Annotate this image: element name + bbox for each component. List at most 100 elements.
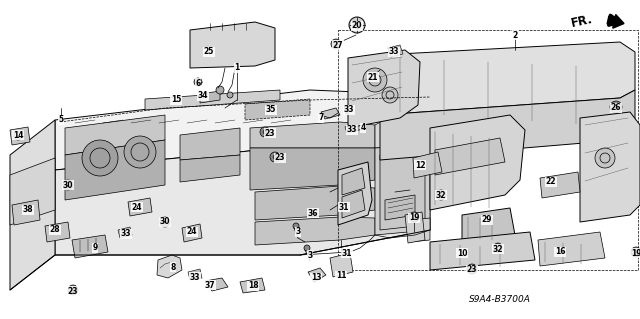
- Polygon shape: [55, 145, 430, 255]
- Circle shape: [68, 285, 78, 295]
- Circle shape: [494, 244, 502, 252]
- Polygon shape: [380, 42, 635, 115]
- Circle shape: [160, 217, 170, 227]
- Text: 13: 13: [311, 273, 321, 283]
- Polygon shape: [245, 99, 310, 120]
- Circle shape: [71, 288, 75, 292]
- Text: 21: 21: [368, 72, 378, 81]
- Text: 27: 27: [333, 41, 343, 49]
- Circle shape: [331, 39, 341, 49]
- Polygon shape: [342, 168, 365, 195]
- Polygon shape: [430, 115, 525, 210]
- Polygon shape: [180, 128, 240, 160]
- Circle shape: [334, 42, 338, 46]
- Circle shape: [216, 86, 224, 94]
- Polygon shape: [580, 112, 640, 222]
- Circle shape: [634, 250, 638, 254]
- Polygon shape: [72, 235, 108, 258]
- Polygon shape: [55, 90, 430, 170]
- Text: 19: 19: [631, 249, 640, 257]
- Text: 6: 6: [195, 78, 200, 87]
- Circle shape: [260, 127, 270, 137]
- Polygon shape: [12, 200, 40, 225]
- Text: 16: 16: [555, 248, 565, 256]
- Text: 30: 30: [160, 218, 170, 226]
- Circle shape: [595, 148, 615, 168]
- Circle shape: [497, 246, 499, 249]
- Text: 33: 33: [347, 125, 357, 135]
- Circle shape: [470, 267, 474, 271]
- Polygon shape: [240, 278, 265, 293]
- Text: 22: 22: [546, 177, 556, 187]
- Circle shape: [363, 68, 387, 92]
- Text: 26: 26: [611, 103, 621, 113]
- Polygon shape: [410, 218, 430, 242]
- Text: 3: 3: [296, 227, 301, 236]
- Circle shape: [82, 140, 118, 176]
- Polygon shape: [344, 104, 357, 114]
- Circle shape: [354, 126, 358, 130]
- Circle shape: [467, 264, 477, 274]
- Text: 9: 9: [92, 243, 98, 253]
- Polygon shape: [10, 120, 55, 290]
- Text: 1: 1: [234, 63, 239, 72]
- Text: 32: 32: [436, 190, 446, 199]
- Text: 2: 2: [513, 31, 518, 40]
- Text: 38: 38: [22, 205, 33, 214]
- Text: 28: 28: [50, 226, 60, 234]
- Text: S9A4-B3700A: S9A4-B3700A: [469, 295, 531, 305]
- Circle shape: [124, 136, 156, 168]
- Text: 33: 33: [344, 106, 355, 115]
- Circle shape: [412, 215, 416, 219]
- Polygon shape: [182, 224, 202, 242]
- Circle shape: [349, 17, 365, 33]
- Text: 33: 33: [388, 48, 399, 56]
- Circle shape: [304, 245, 310, 251]
- Polygon shape: [538, 232, 605, 266]
- Polygon shape: [380, 148, 425, 230]
- Polygon shape: [190, 22, 275, 68]
- Circle shape: [66, 183, 70, 187]
- Text: 30: 30: [63, 181, 73, 189]
- Text: 12: 12: [415, 160, 425, 169]
- Circle shape: [436, 190, 446, 200]
- Text: 11: 11: [336, 271, 346, 280]
- Polygon shape: [380, 90, 635, 160]
- Text: 23: 23: [275, 153, 285, 162]
- Circle shape: [494, 243, 502, 251]
- Circle shape: [163, 220, 167, 224]
- Polygon shape: [65, 115, 165, 155]
- Circle shape: [293, 223, 299, 229]
- Polygon shape: [348, 50, 420, 128]
- Polygon shape: [345, 123, 358, 133]
- Polygon shape: [180, 155, 240, 182]
- Polygon shape: [188, 269, 202, 280]
- Text: 18: 18: [248, 281, 259, 291]
- Polygon shape: [435, 138, 505, 175]
- Polygon shape: [321, 108, 340, 119]
- Text: FR.: FR.: [570, 12, 594, 30]
- Polygon shape: [388, 45, 403, 57]
- Text: 33: 33: [189, 272, 200, 281]
- Text: 10: 10: [457, 249, 467, 257]
- Text: 32: 32: [493, 244, 503, 254]
- Polygon shape: [430, 232, 535, 270]
- Polygon shape: [338, 162, 372, 225]
- Polygon shape: [350, 120, 365, 132]
- Polygon shape: [462, 208, 515, 242]
- Text: 20: 20: [352, 21, 362, 31]
- Text: 35: 35: [266, 106, 276, 115]
- Polygon shape: [200, 91, 220, 103]
- Circle shape: [194, 78, 202, 86]
- Text: 15: 15: [171, 95, 181, 105]
- Polygon shape: [250, 148, 375, 190]
- Text: 33: 33: [121, 229, 131, 239]
- Circle shape: [382, 87, 398, 103]
- Text: 24: 24: [132, 203, 142, 211]
- Circle shape: [63, 180, 73, 190]
- Text: 23: 23: [68, 286, 78, 295]
- Circle shape: [227, 92, 233, 98]
- Polygon shape: [10, 158, 55, 225]
- Text: 5: 5: [58, 115, 63, 124]
- Polygon shape: [45, 222, 70, 242]
